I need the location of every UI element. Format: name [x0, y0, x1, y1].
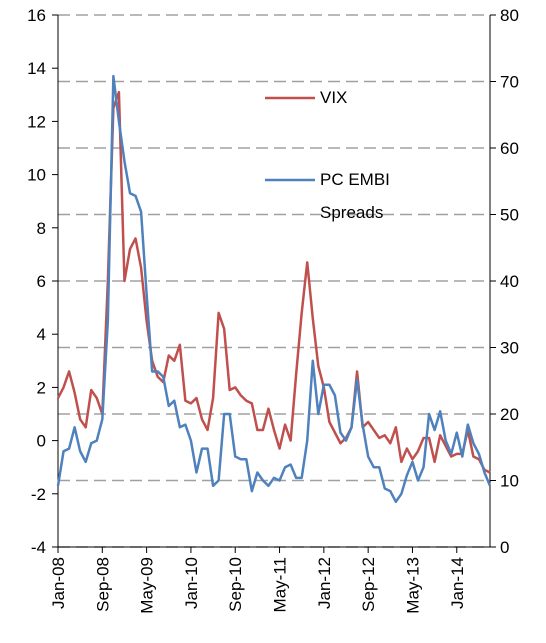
legend-label: VIX [320, 88, 348, 107]
y2-tick-label: 80 [500, 6, 519, 25]
y-tick-label: 4 [37, 325, 46, 344]
x-tick-label: May-13 [403, 557, 422, 614]
x-tick-label: Sep-10 [226, 557, 245, 612]
y2-tick-label: 60 [500, 139, 519, 158]
y-tick-label: 12 [27, 112, 46, 131]
y-tick-label: 10 [27, 166, 46, 185]
y2-tick-label: 30 [500, 339, 519, 358]
y-tick-label: -2 [31, 485, 46, 504]
y-tick-label: 14 [27, 59, 46, 78]
series-line [56, 90, 491, 474]
series-line [56, 74, 492, 504]
y2-tick-label: 70 [500, 73, 519, 92]
y2-tick-label: 20 [500, 405, 519, 424]
y2-tick-label: 50 [500, 206, 519, 225]
y-tick-label: 2 [37, 378, 46, 397]
x-tick-label: Jan-12 [315, 557, 334, 609]
y2-tick-label: 0 [500, 538, 509, 557]
y-tick-label: 16 [27, 6, 46, 25]
x-tick-label: Sep-08 [93, 557, 112, 612]
x-tick-label: May-09 [138, 557, 157, 614]
x-tick-label: May-11 [271, 557, 290, 612]
y-tick-label: -4 [31, 538, 46, 557]
y-tick-label: 8 [37, 219, 46, 238]
x-tick-label: Jan-14 [448, 557, 467, 609]
y2-tick-label: 10 [500, 472, 519, 491]
x-tick-label: Sep-12 [359, 557, 378, 612]
legend-label: PC EMBI Spreads [320, 170, 390, 222]
y2-tick-label: 40 [500, 272, 519, 291]
x-tick-label: Jan-10 [182, 557, 201, 609]
x-tick-label: Jan-08 [49, 557, 68, 609]
y-tick-label: 0 [37, 432, 46, 451]
y-tick-label: 6 [37, 272, 46, 291]
